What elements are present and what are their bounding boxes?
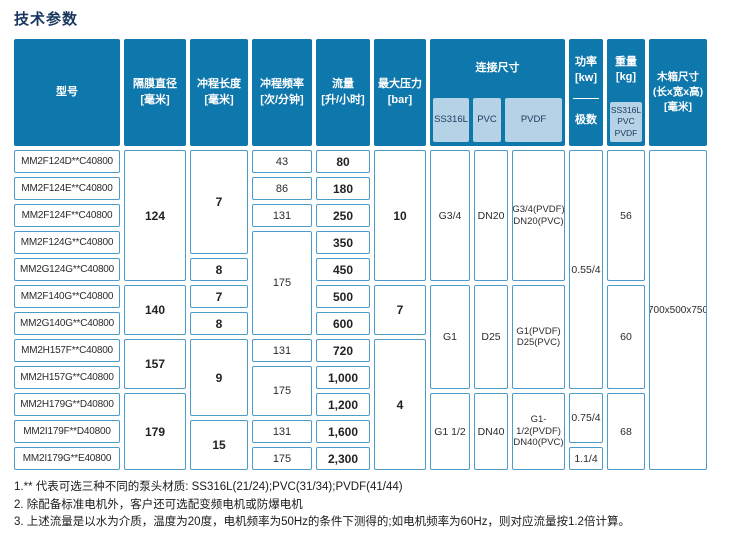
cell-r6-c1: MM2F140G**C40800 xyxy=(14,285,120,308)
cell-r1-c5: 80 xyxy=(316,150,370,173)
cell-r8-c4: 131 xyxy=(252,339,312,362)
cell-r7-c3: 8 xyxy=(190,312,248,335)
cell-r1-c8: DN20 xyxy=(474,150,508,281)
header-connection-pvdf: PVDF xyxy=(505,98,562,142)
cell-r4-c4: 175 xyxy=(252,231,312,335)
cell-r7-c1: MM2G140G**C40800 xyxy=(14,312,120,335)
cell-r10-c7: G1 1/2 xyxy=(430,393,470,470)
cell-r10-c10: 0.75/4 xyxy=(569,393,603,443)
cell-r2-c4: 86 xyxy=(252,177,312,200)
cell-r11-c4: 131 xyxy=(252,420,312,443)
cell-r6-c6: 7 xyxy=(374,285,426,335)
cell-r6-c2: 140 xyxy=(124,285,186,335)
header-flow: 流量 [升/小时] xyxy=(316,39,370,146)
cell-r1-c2: 124 xyxy=(124,150,186,281)
footnote-1: 1.** 代表可选三种不同的泵头材质: SS316L(21/24);PVC(31… xyxy=(14,481,403,493)
header-model: 型号 xyxy=(14,39,120,146)
cell-r10-c2: 179 xyxy=(124,393,186,470)
cell-r9-c1: MM2H157G**C40800 xyxy=(14,366,120,389)
cell-r1-c1: MM2F124D**C40800 xyxy=(14,150,120,173)
cell-r6-c3: 7 xyxy=(190,285,248,308)
cell-r1-c12: 700x500x750 xyxy=(649,150,707,470)
cell-r12-c10: 1.1/4 xyxy=(569,447,603,470)
cell-r11-c3: 15 xyxy=(190,420,248,470)
cell-r8-c6: 4 xyxy=(374,339,426,470)
cell-r8-c3: 9 xyxy=(190,339,248,416)
header-power-divider xyxy=(573,98,599,100)
cell-r6-c9: G1(PVDF) D25(PVC) xyxy=(512,285,565,389)
cell-r11-c1: MM2I179F**D40800 xyxy=(14,420,120,443)
cell-r5-c1: MM2G124G**C40800 xyxy=(14,258,120,281)
header-poles-label: 极数 xyxy=(575,114,597,126)
cell-r10-c11: 68 xyxy=(607,393,645,470)
cell-r4-c1: MM2F124G**C40800 xyxy=(14,231,120,254)
cell-r10-c9: G1-1/2(PVDF) DN40(PVC) xyxy=(512,393,565,470)
header-connection-subcolumns: SS316L PVC PVDF xyxy=(430,98,565,146)
header-stroke-frequency: 冲程频率 [次/分钟] xyxy=(252,39,312,146)
cell-r3-c4: 131 xyxy=(252,204,312,227)
cell-r1-c7: G3/4 xyxy=(430,150,470,281)
cell-r1-c3: 7 xyxy=(190,150,248,254)
cell-r3-c1: MM2F124F**C40800 xyxy=(14,204,120,227)
cell-r9-c5: 1,000 xyxy=(316,366,370,389)
header-crate-size: 木箱尺寸 (长x宽x高) [毫米] xyxy=(649,39,707,146)
header-weight: 重量 [kg] SS316L PVC PVDF xyxy=(607,39,645,146)
header-diaphragm-diameter: 隔膜直径 [毫米] xyxy=(124,39,186,146)
cell-r8-c1: MM2H157F**C40800 xyxy=(14,339,120,362)
cell-r1-c11: 56 xyxy=(607,150,645,281)
footnotes: 1.** 代表可选三种不同的泵头材质: SS316L(21/24);PVC(31… xyxy=(14,480,731,531)
header-connection-label: 连接尺寸 xyxy=(475,61,520,74)
cell-r10-c5: 1,200 xyxy=(316,393,370,416)
cell-r12-c5: 2,300 xyxy=(316,447,370,470)
cell-r6-c8: D25 xyxy=(474,285,508,389)
cell-r2-c5: 180 xyxy=(316,177,370,200)
cell-r10-c8: DN40 xyxy=(474,393,508,470)
cell-r5-c3: 8 xyxy=(190,258,248,281)
header-weight-materials: SS316L PVC PVDF xyxy=(610,101,642,142)
page-title: 技术参数 xyxy=(14,11,79,28)
cell-r9-c4: 175 xyxy=(252,366,312,416)
cell-r8-c2: 157 xyxy=(124,339,186,389)
header-connection-ss316l: SS316L xyxy=(433,98,469,142)
header-power-label: 功率 [kw] xyxy=(575,56,597,84)
cell-r7-c5: 600 xyxy=(316,312,370,335)
footnote-3: 3. 上述流量是以水为介质，温度为20度，电机频率为50Hz的条件下测得的;如电… xyxy=(14,516,630,529)
spec-table: 型号 隔膜直径 [毫米] 冲程长度 [毫米] 冲程频率 [次/分钟] 流量 [升… xyxy=(14,39,707,470)
cell-r6-c11: 60 xyxy=(607,285,645,389)
cell-r4-c5: 350 xyxy=(316,231,370,254)
header-max-pressure: 最大压力 [bar] xyxy=(374,39,426,146)
cell-r6-c5: 500 xyxy=(316,285,370,308)
cell-r6-c7: G1 xyxy=(430,285,470,389)
header-connection-pvc: PVC xyxy=(473,98,501,142)
cell-r12-c4: 175 xyxy=(252,447,312,470)
header-connection-size: 连接尺寸 SS316L PVC PVDF xyxy=(430,39,565,146)
cell-r1-c6: 10 xyxy=(374,150,426,281)
header-weight-label: 重量 [kg] xyxy=(615,55,637,84)
cell-r12-c1: MM2I179G**E40800 xyxy=(14,447,120,470)
cell-r8-c5: 720 xyxy=(316,339,370,362)
cell-r11-c5: 1,600 xyxy=(316,420,370,443)
header-stroke-length: 冲程长度 [毫米] xyxy=(190,39,248,146)
cell-r3-c5: 250 xyxy=(316,204,370,227)
header-power: 功率 [kw] 极数 xyxy=(569,39,603,146)
cell-r1-c4: 43 xyxy=(252,150,312,173)
footnote-2: 2. 除配备标准电机外，客户还可选配变频电机或防爆电机 xyxy=(14,498,303,511)
cell-r2-c1: MM2F124E**C40800 xyxy=(14,177,120,200)
cell-r10-c1: MM2H179G**D40800 xyxy=(14,393,120,416)
cell-r5-c5: 450 xyxy=(316,258,370,281)
cell-r1-c9: G3/4(PVDF) DN20(PVC) xyxy=(512,150,565,281)
cell-r1-c10: 0.55/4 xyxy=(569,150,603,389)
